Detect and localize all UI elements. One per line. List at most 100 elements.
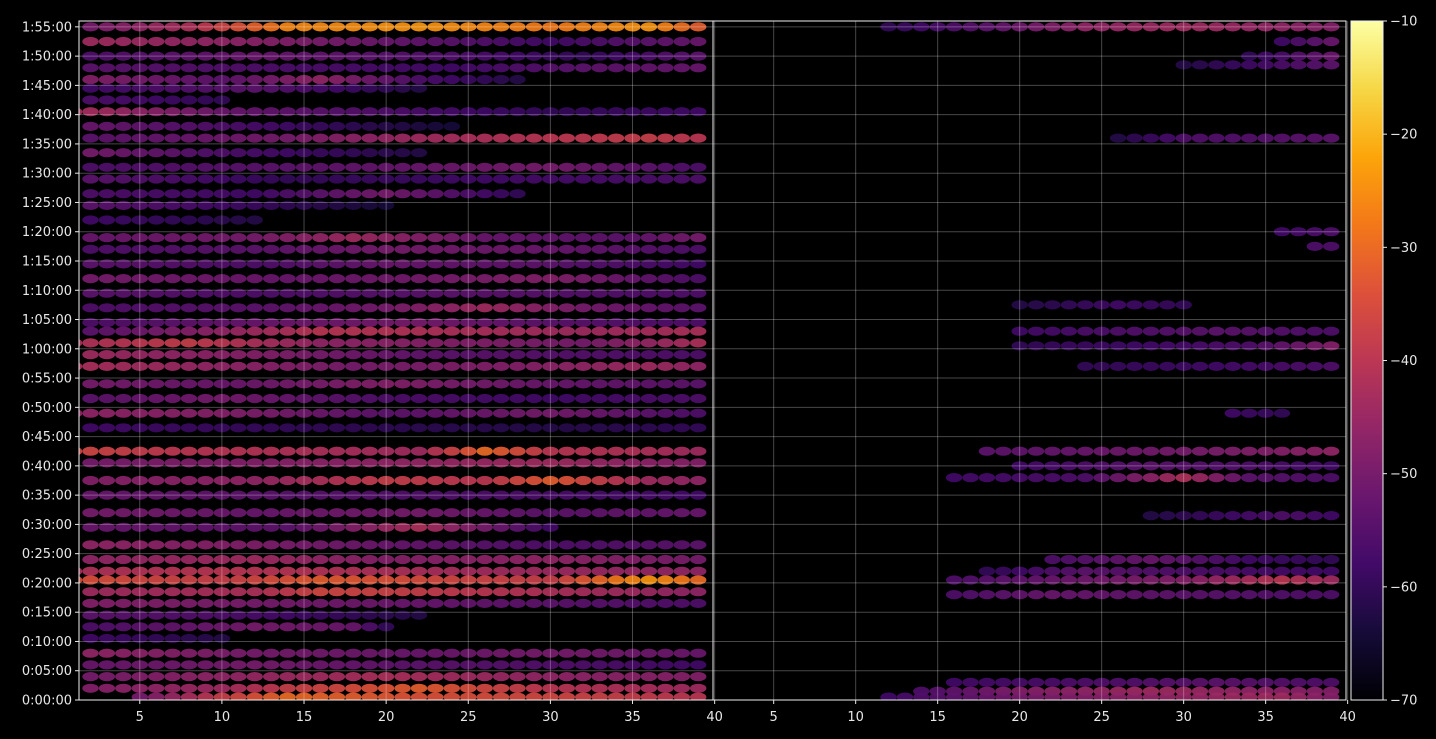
heatmap-cell <box>197 121 214 131</box>
heatmap-cell <box>1306 241 1324 251</box>
heatmap-cell <box>345 74 362 85</box>
y-tick-label: 0:35:00 <box>22 489 72 504</box>
heatmap-cell <box>180 633 198 644</box>
heatmap-cell <box>624 683 641 693</box>
heatmap-cell <box>1044 341 1061 351</box>
heatmap-cell <box>197 148 214 158</box>
heatmap-cell <box>1159 22 1176 32</box>
heatmap-cell <box>1257 446 1274 456</box>
heatmap-cell <box>263 575 280 585</box>
heatmap-cell <box>427 522 444 532</box>
heatmap-cell <box>1241 133 1258 143</box>
heatmap-cell <box>1224 566 1242 576</box>
heatmap-cell <box>263 288 280 298</box>
x-tick-label: 35 <box>1257 710 1274 725</box>
heatmap-cell <box>640 162 658 172</box>
heatmap-cell <box>657 672 674 682</box>
heatmap-cell <box>148 379 165 389</box>
heatmap-cell <box>345 233 362 243</box>
heatmap-cell <box>427 350 444 360</box>
heatmap-cell <box>164 83 181 93</box>
heatmap-cell <box>345 598 362 609</box>
heatmap-cell <box>427 672 444 682</box>
heatmap-cell <box>230 121 247 131</box>
heatmap-cell <box>230 522 247 532</box>
heatmap-cell <box>657 326 674 336</box>
y-tick-label: 1:50:00 <box>22 50 72 65</box>
heatmap-cell <box>1208 554 1225 565</box>
heatmap-cell <box>263 189 280 199</box>
heatmap-cell <box>607 288 625 298</box>
heatmap-cell <box>492 63 510 73</box>
heatmap-cell <box>690 648 707 658</box>
heatmap-cell <box>690 423 707 433</box>
heatmap-cell <box>131 288 148 298</box>
heatmap-cell <box>1109 554 1127 565</box>
heatmap-cell <box>525 51 543 61</box>
heatmap-cell <box>82 566 99 576</box>
heatmap-cell <box>361 610 378 620</box>
heatmap-cell <box>197 566 214 576</box>
heatmap-cell <box>575 361 592 371</box>
heatmap-cell <box>607 408 625 418</box>
heatmap-cell <box>558 326 575 336</box>
heatmap-cell <box>82 660 99 670</box>
y-tick-label: 0:50:00 <box>22 401 72 416</box>
heatmap-cell <box>115 148 132 158</box>
heatmap-cell <box>246 350 263 360</box>
heatmap-cell <box>607 598 625 609</box>
heatmap-cell <box>1093 554 1110 565</box>
heatmap-cell <box>542 660 559 670</box>
heatmap-cell <box>492 288 510 298</box>
heatmap-cell <box>279 350 296 360</box>
heatmap-cell <box>1142 300 1160 310</box>
heatmap-cell <box>148 587 165 597</box>
heatmap-cell <box>624 303 641 313</box>
heatmap-cell <box>624 133 641 143</box>
heatmap-cell <box>492 648 510 658</box>
heatmap-cell <box>361 338 378 348</box>
heatmap-cell <box>640 408 658 418</box>
heatmap-cell <box>148 215 165 225</box>
heatmap-cell <box>197 107 214 117</box>
heatmap-cell <box>213 303 231 313</box>
heatmap-cell <box>1191 554 1209 565</box>
heatmap-cell <box>377 148 395 158</box>
heatmap-cell <box>82 683 99 693</box>
heatmap-cell <box>1060 461 1078 471</box>
y-tick-label: 1:40:00 <box>22 108 72 123</box>
heatmap-cell <box>197 95 214 105</box>
heatmap-cell <box>213 288 231 298</box>
heatmap-cell <box>673 274 690 284</box>
heatmap-cell <box>312 692 329 700</box>
heatmap-cell <box>345 244 362 254</box>
heatmap-cell <box>82 148 99 158</box>
heatmap-cell <box>443 51 460 61</box>
heatmap-cell <box>542 587 559 597</box>
heatmap-cell <box>263 361 280 371</box>
heatmap-cell <box>640 22 658 32</box>
heatmap-cell <box>492 408 510 418</box>
heatmap-cell <box>427 317 444 328</box>
heatmap-cell <box>690 174 707 184</box>
heatmap-cell <box>492 51 510 61</box>
heatmap-cell <box>624 350 641 360</box>
heatmap-cell <box>1109 461 1127 471</box>
heatmap-cell <box>476 22 493 32</box>
heatmap-cell <box>328 566 346 576</box>
heatmap-cell <box>213 338 231 348</box>
heatmap-cell <box>558 338 575 348</box>
heatmap-cell <box>460 338 477 348</box>
heatmap-cell <box>410 692 428 700</box>
heatmap-cell <box>591 672 608 682</box>
heatmap-cell <box>410 338 428 348</box>
heatmap-cell <box>279 317 296 328</box>
heatmap-cell <box>410 587 428 597</box>
heatmap-cell <box>213 458 231 468</box>
heatmap-cell <box>476 598 493 609</box>
heatmap-cell <box>1224 408 1242 418</box>
heatmap-cell <box>525 338 543 348</box>
heatmap-cell <box>509 379 526 389</box>
heatmap-cell <box>131 95 148 105</box>
heatmap-cell <box>164 393 181 404</box>
